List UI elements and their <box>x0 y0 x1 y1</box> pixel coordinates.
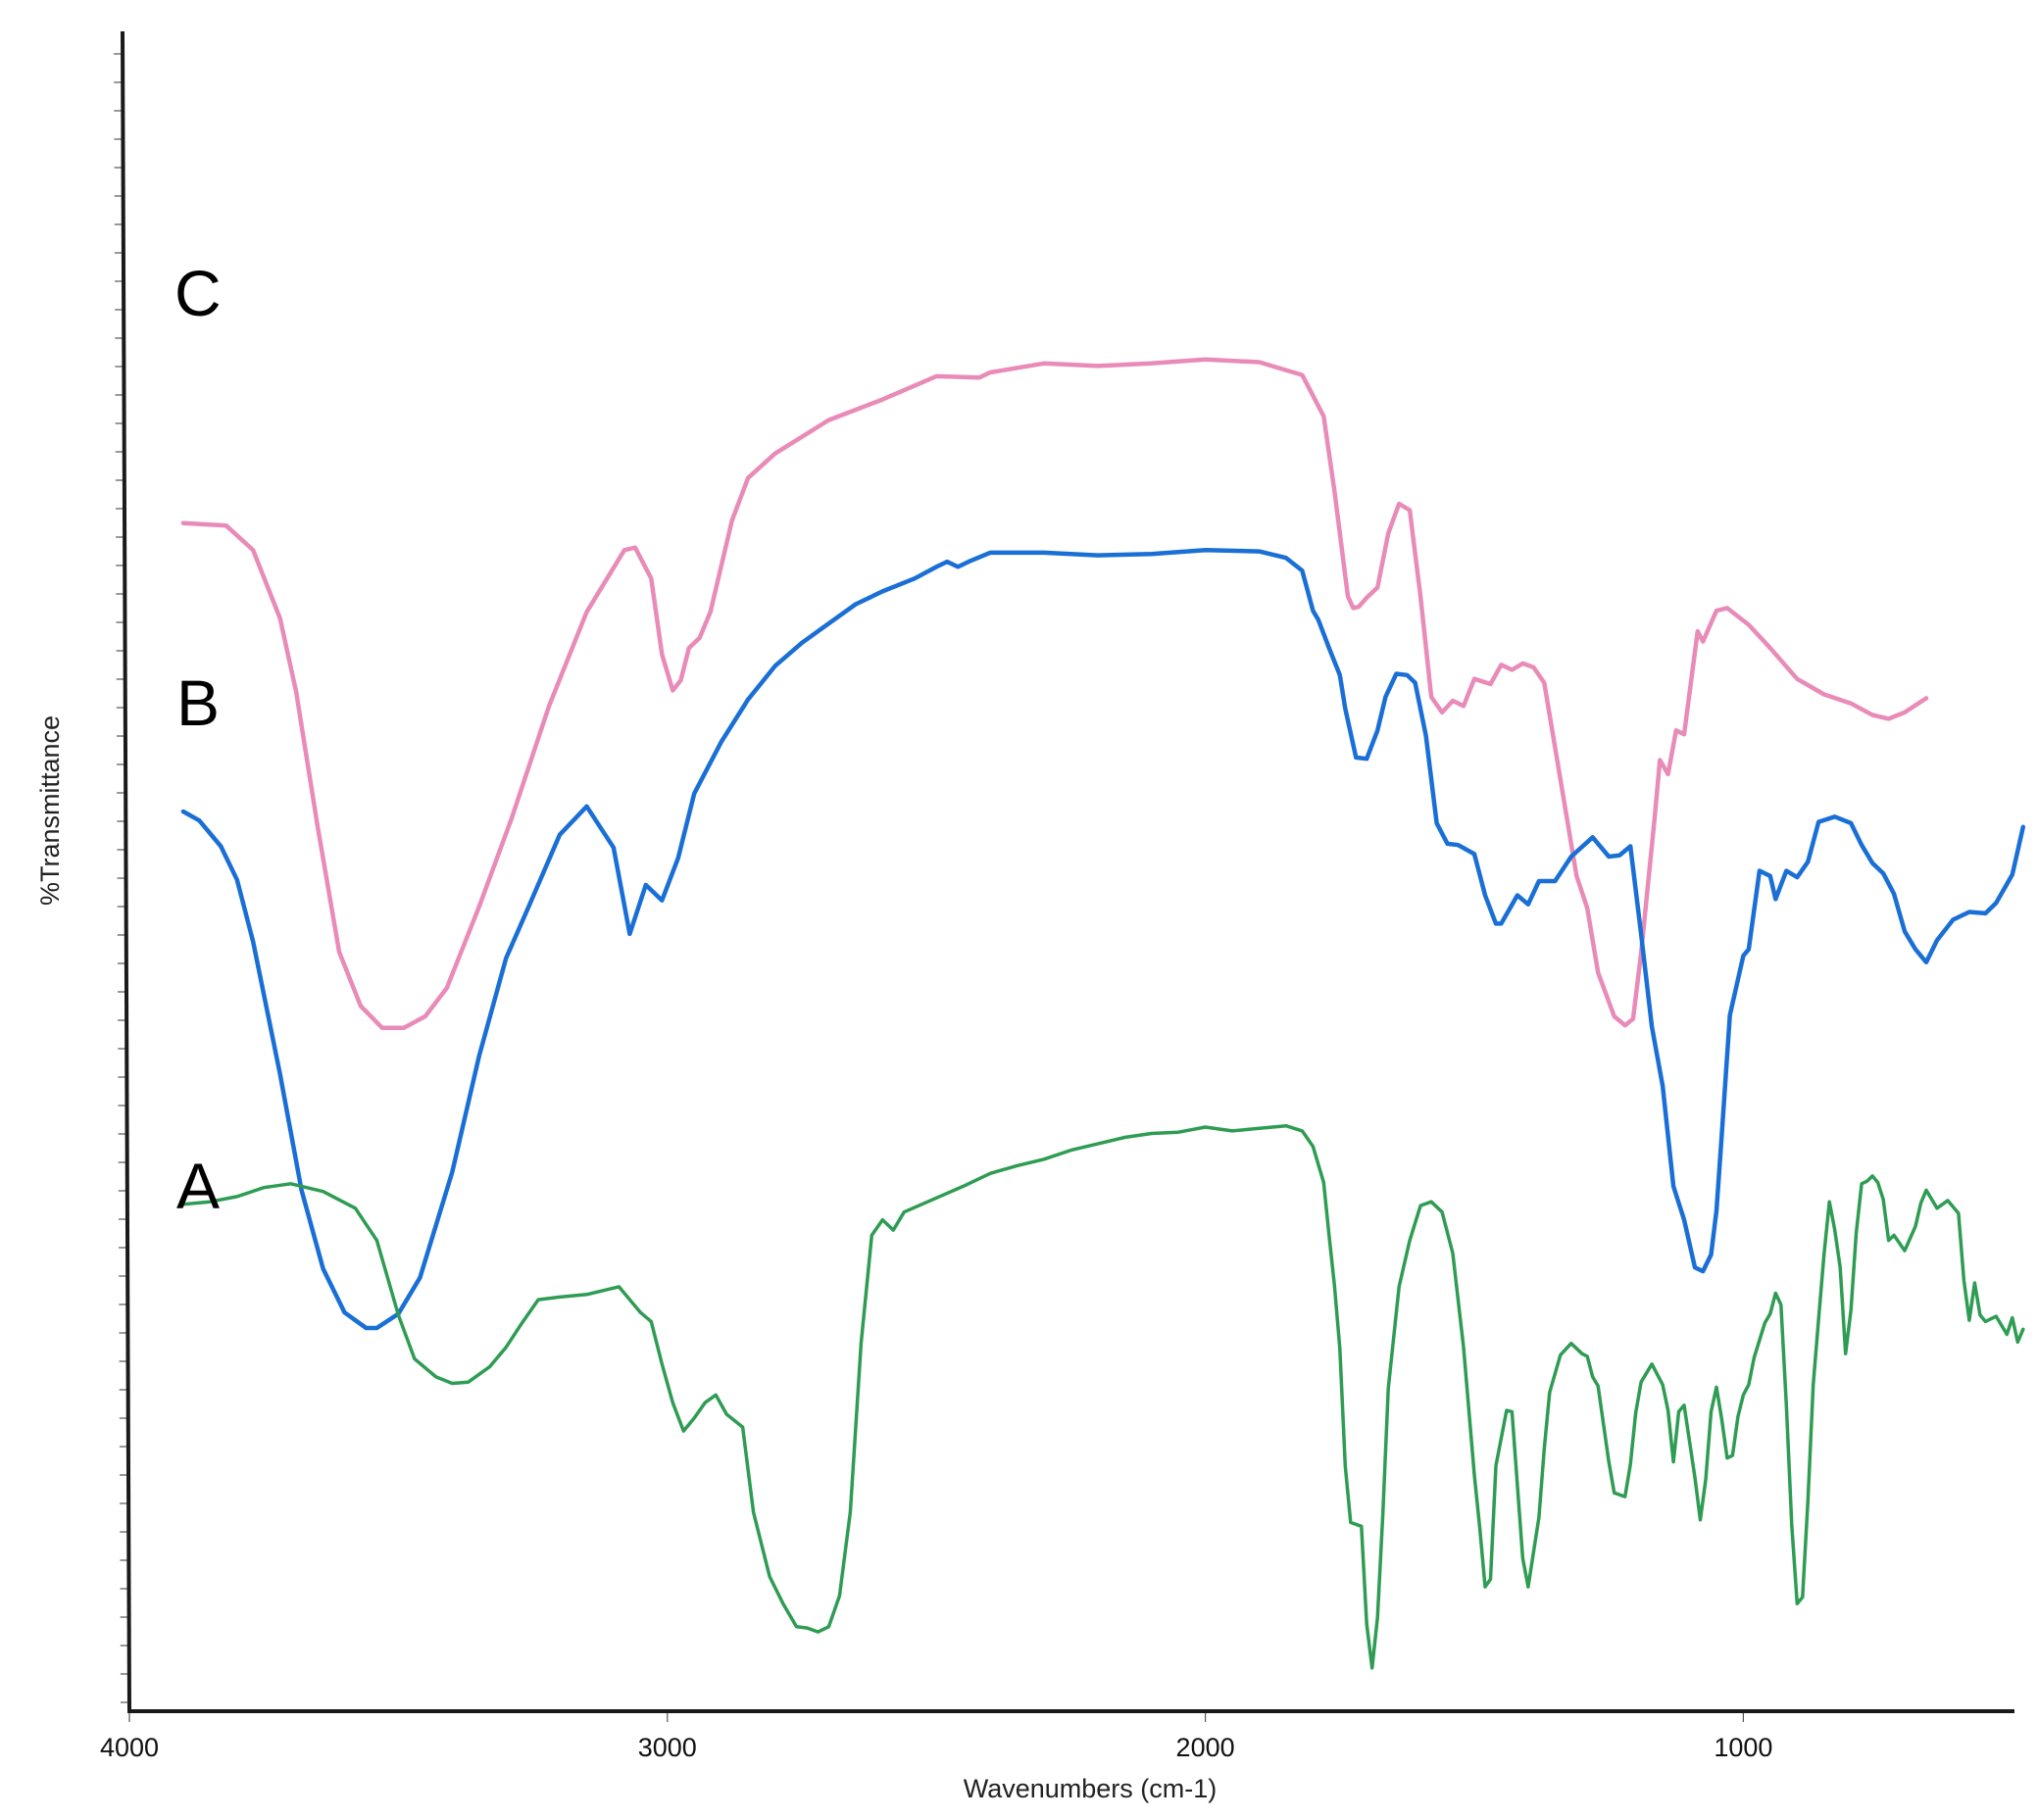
x-tick-label: 3000 <box>638 1733 697 1762</box>
x-axis-title: Wavenumbers (cm-1) <box>964 1774 1218 1803</box>
x-axis-ticks: 4000 3000 2000 1000 <box>100 1711 1772 1762</box>
y-axis-title: %Transmittance <box>35 715 65 906</box>
series-label-b: B <box>176 666 220 739</box>
x-tick-label: 1000 <box>1714 1733 1772 1762</box>
spectrum-line-b <box>180 548 2026 1331</box>
spectrum-line-c <box>180 357 1929 1031</box>
series-label-a: A <box>176 1150 220 1222</box>
series-label-c: C <box>174 257 222 329</box>
x-tick-label: 4000 <box>100 1733 159 1762</box>
spectra-layer: C B A <box>174 257 2026 1670</box>
x-tick-label: 2000 <box>1176 1733 1235 1762</box>
y-axis-line <box>121 30 131 1713</box>
spectrum-line-a <box>181 1123 2025 1670</box>
